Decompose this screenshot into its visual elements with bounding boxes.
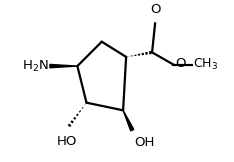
Text: OH: OH	[134, 136, 154, 149]
Polygon shape	[50, 64, 77, 68]
Text: HO: HO	[56, 135, 77, 148]
Text: O: O	[175, 57, 185, 69]
Polygon shape	[123, 110, 134, 131]
Text: $\mathsf{H_2N}$: $\mathsf{H_2N}$	[22, 58, 48, 74]
Text: $\mathsf{CH_3}$: $\mathsf{CH_3}$	[193, 57, 218, 72]
Text: O: O	[150, 3, 160, 16]
